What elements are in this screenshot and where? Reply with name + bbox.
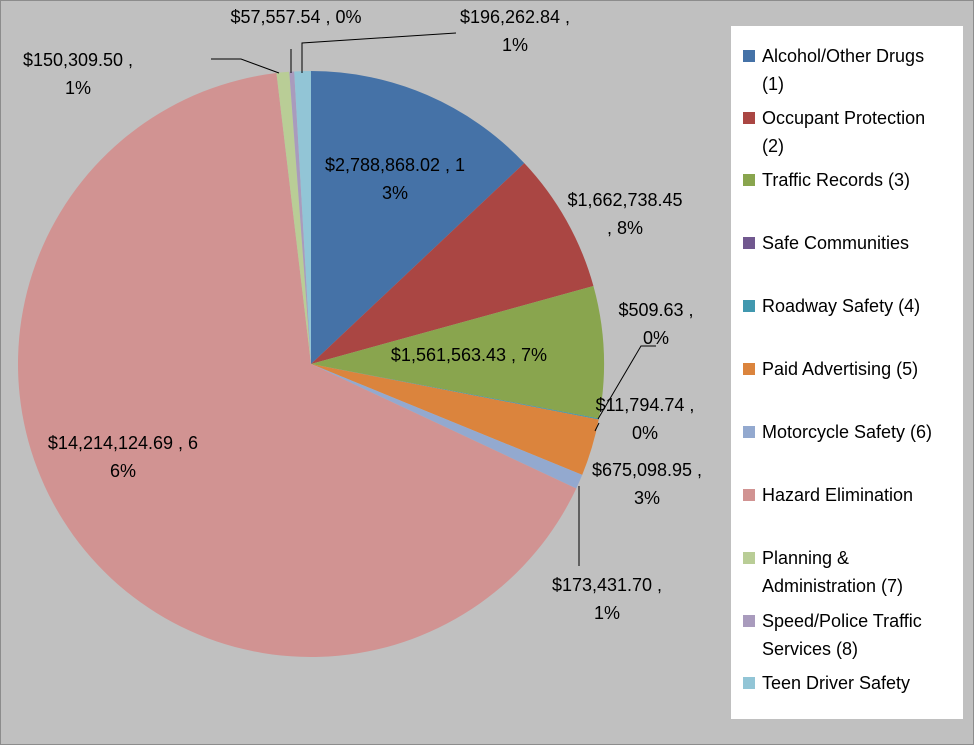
legend-label: Traffic Records (3) — [762, 170, 911, 190]
legend-swatch — [743, 552, 755, 564]
pie-slice — [311, 286, 604, 419]
legend-label: Alcohol/Other Drugs (1) — [762, 46, 925, 94]
legend-label: Roadway Safety (4) — [762, 296, 921, 316]
data-label: $150,309.50 , 1% — [22, 50, 134, 98]
leader-line — [597, 345, 656, 420]
legend-swatch — [743, 174, 755, 186]
legend-label: Paid Advertising (5) — [762, 359, 919, 379]
legend-swatch — [743, 489, 755, 501]
data-label: $2,788,868.02 , 13% — [324, 155, 466, 203]
leader-line — [301, 32, 457, 73]
data-label: $675,098.95 , 3% — [591, 460, 703, 508]
pie-slice — [289, 71, 311, 364]
legend-label: Safe Communities — [762, 233, 910, 253]
legend: Alcohol/Other Drugs (1) Occupant Protecti… — [731, 26, 963, 719]
data-label: $14,214,124.69 , 66% — [47, 433, 199, 481]
legend-swatch — [743, 363, 755, 375]
pie-slice — [311, 364, 599, 475]
legend-label: Planning & Administration (7) — [762, 548, 904, 596]
legend-label: Hazard Elimination — [762, 485, 914, 505]
pie-slice — [311, 163, 594, 364]
pie-slice — [311, 364, 583, 489]
legend-swatch — [743, 677, 755, 689]
pie-slice — [311, 71, 525, 364]
data-label: $196,262.84 , 1% — [459, 7, 571, 55]
pie-slice — [17, 73, 577, 657]
legend-label: Speed/Police Traffic Services (8) — [762, 611, 922, 659]
legend-swatch — [743, 426, 755, 438]
legend-swatch — [743, 50, 755, 62]
leader-line — [594, 422, 600, 432]
data-label: $57,557.54 , 0% — [230, 7, 362, 27]
data-label: $509.63 , 0% — [618, 300, 694, 348]
leader-line — [211, 58, 280, 74]
legend-swatch — [743, 300, 755, 312]
data-label: $11,794.74 , 0% — [595, 395, 695, 443]
legend-label: Motorcycle Safety (6) — [762, 422, 933, 442]
data-label: $173,431.70 , 1% — [551, 575, 663, 623]
legend-swatch — [743, 112, 755, 124]
pie-slice — [294, 71, 311, 364]
legend-swatch — [743, 237, 755, 249]
data-label: $1,662,738.45 , 8% — [567, 190, 683, 238]
pie-slice — [276, 71, 311, 365]
legend-label: Occupant Protection (2) — [762, 108, 926, 156]
data-label: $1,561,563.43 , 7% — [390, 345, 548, 365]
pie-slice — [311, 364, 599, 419]
pie-slice — [311, 364, 599, 420]
pie — [17, 32, 656, 657]
legend-swatch — [743, 615, 755, 627]
legend-label: Teen Driver Safety — [762, 673, 911, 693]
